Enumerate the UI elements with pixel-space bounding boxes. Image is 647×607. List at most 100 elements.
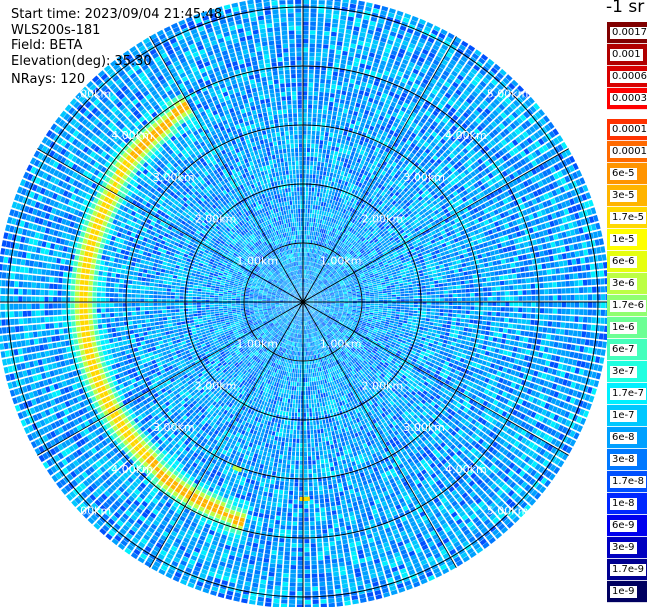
ppi-range-gate [344,297,349,299]
ppi-range-gate [447,88,454,96]
ppi-range-gate [352,179,357,185]
ppi-range-gate [312,240,314,245]
ppi-range-gate [377,45,384,52]
ppi-range-gate [439,290,444,294]
ppi-range-gate [312,178,316,183]
ppi-range-gate [555,328,561,335]
ppi-range-gate [459,240,465,246]
ppi-range-gate [376,91,382,97]
ppi-range-gate [382,286,387,289]
ppi-range-gate [306,283,309,288]
ppi-range-gate [305,243,308,248]
ppi-range-gate [471,53,480,60]
ppi-range-gate [381,170,387,176]
ppi-range-gate [542,243,548,250]
ppi-range-gate [409,330,414,334]
ppi-range-gate [340,193,344,199]
ppi-range-gate [428,256,433,261]
ppi-range-gate [578,323,583,330]
ppi-range-gate [413,299,418,302]
ppi-range-gate [425,285,431,289]
ppi-range-gate [306,265,308,270]
ppi-range-gate [402,204,408,210]
ppi-range-gate [303,134,307,139]
ppi-range-gate [485,74,493,81]
ppi-range-gate [423,158,429,164]
ppi-range-gate [454,330,459,334]
ppi-range-gate [405,109,412,115]
ppi-range-gate [342,0,349,3]
ppi-range-gate [309,222,311,227]
ppi-range-gate [303,73,308,78]
ppi-range-gate [413,307,418,311]
ppi-range-gate [317,30,323,36]
ppi-range-gate [405,172,411,178]
ppi-range-gate [308,191,311,196]
ppi-range-gate [320,283,324,287]
ppi-range-gate [367,244,372,249]
ppi-range-gate [493,98,500,106]
ppi-range-gate [321,242,324,247]
ppi-range-gate [486,346,491,351]
ppi-range-gate [378,139,384,145]
ppi-range-gate [385,20,392,27]
ppi-range-gate [392,97,399,104]
ppi-range-gate [328,163,332,168]
ppi-range-gate [319,219,323,224]
ppi-range-gate [373,315,378,318]
ppi-range-gate [320,266,324,270]
ppi-range-gate [326,230,330,235]
ppi-range-gate [509,307,514,312]
ppi-range-gate [490,67,498,75]
ppi-range-gate [464,280,470,284]
ppi-range-gate [522,342,528,349]
ppi-range-gate [370,16,378,22]
ppi-range-gate [325,176,329,181]
ppi-range-gate [556,275,561,281]
ppi-range-gate [310,204,313,209]
ppi-range-gate [438,338,444,343]
ppi-range-gate [353,166,358,172]
ppi-range-gate [426,335,431,339]
ppi-range-gate [432,234,438,239]
ppi-range-gate [375,54,382,60]
ppi-range-gate [304,252,306,257]
ppi-range-gate [311,253,313,258]
ppi-range-gate [398,150,405,157]
ppi-range-gate [339,19,346,25]
ppi-range-gate [422,268,428,273]
ppi-range-gate [325,154,330,159]
ppi-range-gate [446,163,453,169]
ppi-range-gate [333,238,337,243]
ppi-range-gate [365,303,370,306]
ppi-range-gate [565,281,570,287]
ppi-range-gate [473,128,481,135]
ppi-range-gate [399,314,404,318]
ppi-range-gate [416,263,422,268]
ppi-range-gate [382,228,387,233]
ppi-range-gate [365,308,370,311]
ppi-range-gate [337,201,341,207]
ppi-range-gate [386,313,391,316]
ppi-range-gate [551,328,556,334]
ppi-range-gate [454,36,462,44]
ppi-range-gate [333,155,338,161]
ppi-range-gate [307,295,311,298]
ppi-range-gate [365,293,370,295]
ppi-range-gate [451,142,458,149]
ppi-range-gate [318,241,321,246]
ppi-range-gate [571,337,577,344]
ppi-range-gate [462,78,470,86]
ppi-range-gate [524,331,530,337]
ppi-range-gate [311,187,315,192]
ppi-range-gate [313,287,317,291]
ppi-range-gate [346,118,351,124]
ppi-range-gate [451,125,458,132]
ppi-range-gate [478,133,485,140]
ppi-range-gate [330,256,334,261]
ppi-range-gate [427,193,433,199]
ppi-range-gate [368,198,373,204]
ppi-range-gate [309,235,312,240]
ppi-range-gate [517,255,523,261]
ppi-range-gate [405,273,411,277]
